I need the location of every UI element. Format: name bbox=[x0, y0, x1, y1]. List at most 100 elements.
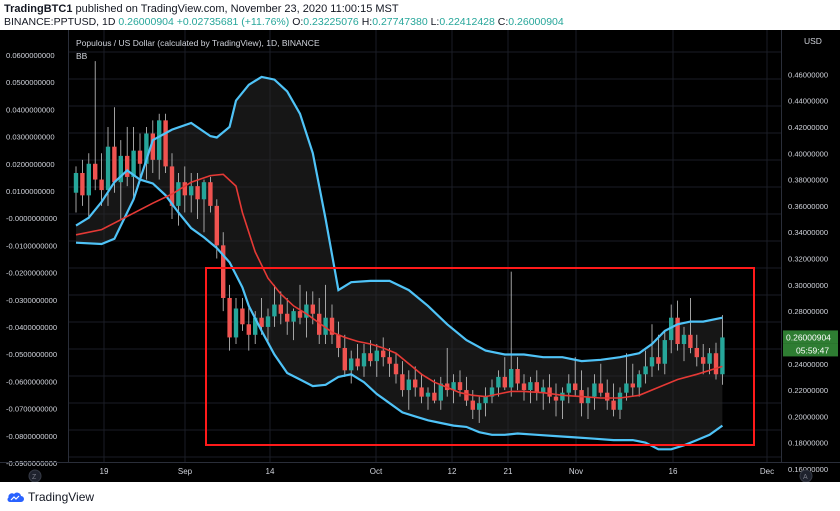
high-value: 0.27747380 bbox=[372, 16, 428, 28]
time-axis: 19 Sep 14 Oct 12 21 Nov 16 Dec bbox=[100, 467, 775, 476]
candle-body bbox=[112, 146, 117, 183]
candle-body bbox=[553, 396, 559, 401]
bollinger-lower-band bbox=[75, 168, 724, 451]
candle-body bbox=[86, 163, 91, 196]
candle-body bbox=[291, 311, 296, 322]
tradingview-cloud-icon bbox=[7, 492, 24, 502]
candle-body bbox=[246, 324, 251, 335]
candle-body bbox=[336, 334, 341, 348]
candle-body bbox=[157, 120, 162, 160]
tradingview-logo[interactable]: TradingView bbox=[6, 490, 94, 504]
candle-body bbox=[592, 383, 597, 397]
candle-body bbox=[304, 304, 309, 318]
close-value: 0.26000904 bbox=[508, 16, 564, 28]
candle-body bbox=[496, 376, 501, 388]
candle-body bbox=[163, 120, 168, 167]
candle-body bbox=[80, 172, 85, 196]
candle-body bbox=[406, 379, 411, 391]
range-highlight-box bbox=[205, 267, 755, 446]
candle-body bbox=[73, 172, 79, 193]
candle-body bbox=[457, 382, 463, 391]
current-price-badge: 0.26000904 05:59:47 bbox=[783, 330, 838, 357]
footer-bar: TradingView bbox=[0, 482, 840, 511]
candle-body bbox=[605, 392, 610, 401]
time-tick-label: Dec bbox=[760, 467, 774, 476]
price-chart[interactable]: Populous / US Dollar (calculated by Trad… bbox=[0, 30, 840, 482]
candle-body bbox=[509, 369, 514, 388]
candle-body bbox=[502, 376, 507, 388]
chart-title: Populous / US Dollar (calculated by Trad… bbox=[76, 38, 320, 48]
time-tick-label: Sep bbox=[178, 467, 193, 476]
candle-body bbox=[214, 205, 219, 246]
candle-body bbox=[118, 155, 123, 183]
left-tick-label: -0.0500000000 bbox=[6, 350, 57, 359]
candle-body bbox=[566, 383, 571, 393]
candle-body bbox=[611, 400, 616, 410]
left-tick-label: 0.0200000000 bbox=[6, 160, 55, 169]
author-name[interactable]: TradingBTC1 bbox=[4, 3, 73, 15]
candle-body bbox=[438, 383, 443, 401]
candle-body bbox=[451, 382, 456, 391]
time-tick-label: 14 bbox=[266, 467, 275, 476]
candle-body bbox=[201, 182, 207, 200]
left-tick-label: -0.0700000000 bbox=[6, 405, 57, 414]
right-tick-label: 0.18000000 bbox=[788, 439, 828, 448]
chart-area[interactable]: Populous / US Dollar (calculated by Trad… bbox=[0, 30, 840, 482]
high-label: H: bbox=[361, 16, 373, 28]
right-tick-label: 0.16000000 bbox=[788, 465, 828, 474]
candle-body bbox=[297, 311, 303, 318]
candle-body bbox=[259, 317, 264, 327]
candle-body bbox=[720, 337, 725, 375]
candle-body bbox=[253, 317, 258, 335]
candle-body bbox=[310, 304, 315, 314]
time-tick-label: Oct bbox=[370, 467, 383, 476]
left-tick-label: 0.0600000000 bbox=[6, 51, 55, 60]
right-tick-label: 0.30000000 bbox=[788, 281, 828, 290]
left-tick-label: -0.0200000000 bbox=[6, 269, 57, 278]
time-tick-label: 16 bbox=[669, 467, 678, 476]
candle-body bbox=[169, 166, 175, 206]
left-axis: 0.0600000000 0.0500000000 0.0400000000 0.03… bbox=[6, 51, 57, 468]
candle-body bbox=[176, 182, 181, 206]
low-value: 0.22412428 bbox=[439, 16, 495, 28]
candle-body bbox=[355, 358, 360, 367]
time-axis-divider bbox=[0, 462, 840, 463]
candle-body bbox=[99, 179, 104, 191]
right-tick-label: 0.20000000 bbox=[788, 412, 828, 421]
candle-body bbox=[541, 387, 546, 393]
close-label: C: bbox=[497, 16, 509, 28]
candle-body bbox=[413, 379, 418, 388]
open-value: 0.23225076 bbox=[303, 16, 359, 28]
scale-settings-button[interactable]: A bbox=[799, 469, 813, 482]
candle-body bbox=[137, 150, 143, 164]
ohlc-readout: BINANCE:PPTUSD, 1D 0.26000904 +0.0273568… bbox=[4, 16, 564, 28]
svg-text:A: A bbox=[803, 474, 808, 481]
left-tick-label: -0.0300000000 bbox=[6, 296, 57, 305]
right-tick-label: 0.32000000 bbox=[788, 255, 828, 264]
indicator-label: BB bbox=[76, 51, 88, 61]
candle-body bbox=[669, 317, 674, 341]
candle-body bbox=[278, 304, 283, 314]
candle-body bbox=[323, 317, 328, 335]
candle-body bbox=[233, 308, 239, 338]
candle-body bbox=[681, 334, 687, 345]
candle-body bbox=[630, 383, 635, 388]
candle-body bbox=[675, 317, 680, 345]
candle-body bbox=[637, 374, 642, 388]
left-tick-label: 0.0500000000 bbox=[6, 78, 55, 87]
currency-label: USD bbox=[804, 36, 822, 46]
candle-body bbox=[221, 245, 226, 298]
candle-body bbox=[393, 363, 399, 375]
candle-body bbox=[285, 313, 290, 322]
timezone-button[interactable]: Z bbox=[28, 469, 42, 482]
bollinger-basis-line bbox=[75, 173, 723, 399]
candle-body bbox=[617, 392, 623, 410]
candle-body bbox=[317, 313, 322, 335]
candle-body bbox=[624, 383, 629, 393]
time-tick-label: Nov bbox=[569, 467, 583, 476]
publish-info: TradingBTC1 published on TradingView.com… bbox=[4, 3, 399, 15]
candle-body bbox=[105, 146, 111, 191]
right-tick-label: 0.40000000 bbox=[788, 149, 828, 158]
left-tick-label: -0.0900000000 bbox=[6, 459, 57, 468]
left-tick-label: -0.0100000000 bbox=[6, 241, 57, 250]
